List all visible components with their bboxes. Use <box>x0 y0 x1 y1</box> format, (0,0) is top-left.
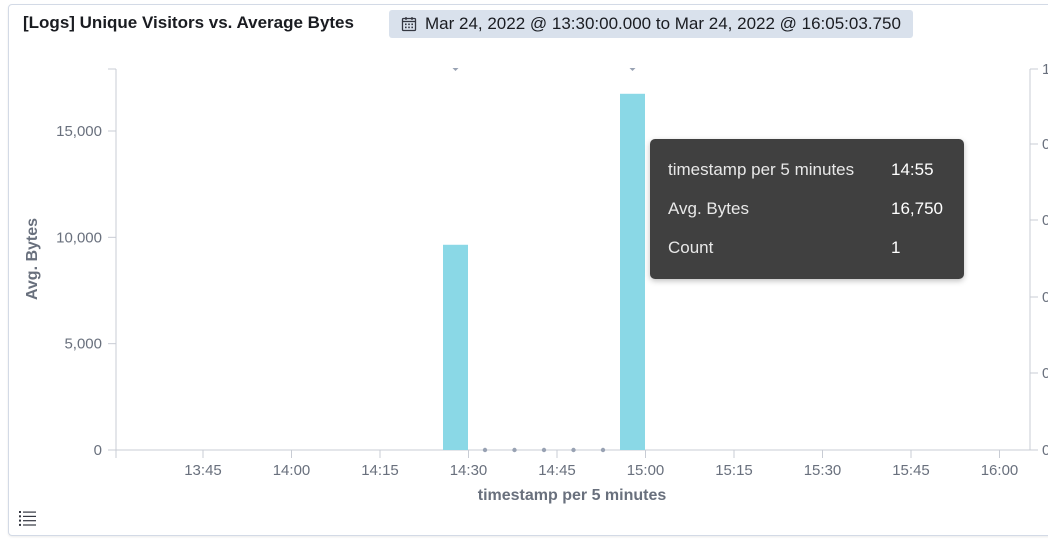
x-tick-label: 15:30 <box>804 462 842 479</box>
tooltip-key: Count <box>668 238 714 257</box>
visitor-point <box>541 447 547 453</box>
chart-tooltip: timestamp per 5 minutes 14:55 Avg. Bytes… <box>650 139 964 279</box>
x-tick-label: 13:45 <box>184 462 222 479</box>
tooltip-value: 16,750 <box>891 199 943 218</box>
visitor-point <box>629 68 636 71</box>
x-axis-title: timestamp per 5 minutes <box>478 487 667 504</box>
y-tick-label: 10,000 <box>56 229 102 246</box>
y-tick-label: 5,000 <box>64 336 102 353</box>
x-tick-label: 14:45 <box>538 462 576 479</box>
tooltip-row-count: Count 1 <box>668 238 958 260</box>
visitor-point <box>482 447 488 453</box>
y-tick-label: 15,000 <box>56 123 102 140</box>
tooltip-key: Avg. Bytes <box>668 199 749 218</box>
x-tick-label: 15:45 <box>892 462 930 479</box>
x-tick-label: 14:15 <box>361 462 399 479</box>
x-tick-label: 14:00 <box>273 462 311 479</box>
right-y-tick-label: 0 <box>1042 365 1048 382</box>
right-y-tick-label: 0 <box>1042 442 1048 459</box>
x-tick-label: 15:15 <box>715 462 753 479</box>
y-tick-label: 0 <box>94 442 102 459</box>
time-range-text: Mar 24, 2022 @ 13:30:00.000 to Mar 24, 2… <box>425 14 901 33</box>
time-range-badge[interactable]: Mar 24, 2022 @ 13:30:00.000 to Mar 24, 2… <box>389 10 913 38</box>
bar <box>620 93 645 451</box>
panel-title: [Logs] Unique Visitors vs. Average Bytes <box>23 13 354 32</box>
list-icon[interactable] <box>18 509 38 527</box>
visitor-point <box>512 447 517 453</box>
visitor-point <box>600 447 606 453</box>
y-axis-title: Avg. Bytes <box>24 218 41 300</box>
right-y-tick-label: 0 <box>1042 289 1048 306</box>
calendar-icon <box>401 17 417 32</box>
visitor-point <box>571 447 576 453</box>
right-y-tick-label: 0 <box>1042 212 1048 229</box>
x-tick-label: 14:30 <box>450 462 488 479</box>
tooltip-row-avg-bytes: Avg. Bytes 16,750 <box>668 199 958 221</box>
right-y-tick-label: 0 <box>1042 136 1048 153</box>
right-y-tick-label: 1 <box>1042 61 1048 78</box>
tooltip-key: timestamp per 5 minutes <box>668 160 855 179</box>
tooltip-value: 1 <box>891 238 901 257</box>
bar <box>443 244 468 450</box>
tooltip-row-timestamp: timestamp per 5 minutes 14:55 <box>668 160 958 182</box>
tooltip-value: 14:55 <box>891 160 934 179</box>
x-tick-label: 16:00 <box>981 462 1019 479</box>
visitor-point <box>452 68 459 71</box>
x-tick-label: 15:00 <box>627 462 665 479</box>
